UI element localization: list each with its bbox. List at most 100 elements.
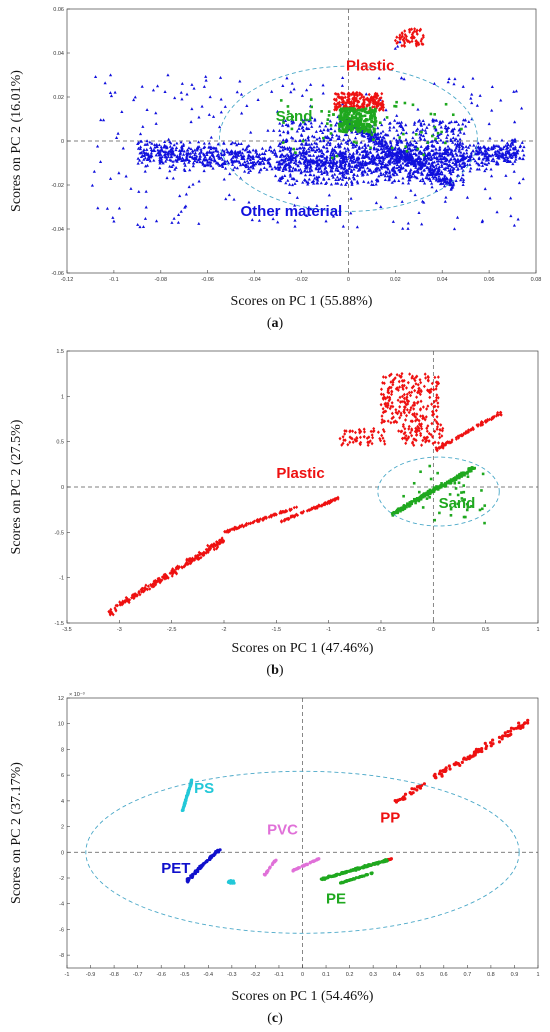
data-point bbox=[373, 107, 377, 111]
data-point bbox=[431, 488, 435, 492]
data-point bbox=[271, 150, 275, 154]
data-point bbox=[388, 385, 392, 390]
data-point bbox=[223, 104, 227, 108]
data-point bbox=[209, 147, 213, 151]
data-point bbox=[346, 442, 350, 447]
data-point bbox=[280, 162, 284, 166]
data-point bbox=[459, 433, 463, 438]
data-point bbox=[435, 384, 439, 388]
data-point bbox=[379, 387, 383, 392]
data-point bbox=[217, 157, 222, 160]
y-tick-label: 4 bbox=[61, 799, 64, 805]
data-point bbox=[487, 161, 491, 165]
data-point bbox=[339, 163, 343, 167]
data-point bbox=[219, 151, 223, 155]
data-point bbox=[293, 218, 297, 222]
data-point bbox=[488, 417, 492, 422]
data-point bbox=[388, 173, 392, 177]
data-point bbox=[338, 117, 342, 121]
data-point bbox=[376, 166, 381, 170]
data-point bbox=[365, 149, 369, 153]
data-point bbox=[451, 161, 455, 165]
data-point bbox=[345, 129, 348, 133]
x-tick-label: -1 bbox=[65, 972, 70, 978]
data-point bbox=[460, 176, 464, 180]
data-point bbox=[413, 145, 417, 148]
data-point bbox=[137, 190, 141, 193]
data-point bbox=[401, 126, 405, 130]
data-point bbox=[458, 142, 462, 146]
data-point bbox=[440, 130, 443, 134]
data-point bbox=[302, 128, 306, 132]
data-point bbox=[327, 193, 331, 197]
data-point bbox=[348, 110, 352, 114]
data-point bbox=[353, 122, 357, 126]
data-point bbox=[344, 103, 348, 107]
data-point bbox=[417, 154, 421, 158]
data-point bbox=[280, 158, 284, 162]
data-point bbox=[363, 128, 367, 132]
data-point bbox=[405, 149, 409, 153]
data-point bbox=[447, 481, 450, 484]
data-point bbox=[329, 132, 333, 135]
data-point bbox=[318, 129, 323, 133]
x-tick-label: -1 bbox=[326, 627, 331, 633]
data-point bbox=[358, 168, 362, 171]
data-point bbox=[341, 441, 345, 446]
series-other-material bbox=[90, 40, 526, 231]
data-point bbox=[409, 157, 413, 161]
data-point bbox=[188, 155, 193, 159]
data-point bbox=[427, 431, 431, 436]
data-point bbox=[302, 169, 306, 173]
data-point bbox=[436, 135, 440, 139]
data-point bbox=[144, 151, 148, 155]
data-point bbox=[156, 151, 160, 155]
data-point bbox=[295, 867, 299, 871]
y-tick-label: 2 bbox=[61, 825, 64, 831]
data-point bbox=[397, 379, 401, 384]
data-point bbox=[310, 168, 314, 172]
data-point bbox=[311, 181, 316, 185]
data-point bbox=[416, 383, 420, 387]
x-tick-label: 1 bbox=[536, 627, 539, 633]
data-point bbox=[449, 120, 453, 124]
data-point bbox=[495, 149, 499, 153]
x-tick-label: -0.3 bbox=[227, 972, 236, 978]
data-point bbox=[375, 141, 379, 145]
data-point bbox=[98, 160, 103, 163]
data-point bbox=[374, 201, 378, 205]
data-point bbox=[407, 174, 411, 178]
data-point bbox=[428, 164, 433, 168]
data-point bbox=[257, 218, 262, 222]
data-point bbox=[514, 89, 518, 93]
data-point bbox=[362, 427, 366, 432]
data-point bbox=[404, 162, 409, 166]
data-point bbox=[302, 178, 307, 181]
data-point bbox=[139, 139, 144, 143]
data-point bbox=[255, 152, 259, 156]
data-point bbox=[453, 481, 457, 485]
data-point bbox=[382, 144, 386, 148]
data-point bbox=[410, 427, 414, 431]
data-point bbox=[426, 379, 430, 383]
data-point bbox=[435, 393, 439, 397]
data-point bbox=[490, 145, 494, 149]
data-point bbox=[397, 35, 401, 40]
data-point bbox=[117, 171, 121, 175]
data-point bbox=[168, 571, 172, 576]
data-point bbox=[387, 154, 391, 158]
data-point bbox=[305, 159, 309, 163]
data-point bbox=[358, 165, 362, 169]
data-point bbox=[373, 169, 378, 173]
data-point bbox=[488, 741, 493, 745]
data-point bbox=[246, 161, 250, 165]
data-point bbox=[431, 134, 434, 138]
data-point bbox=[484, 167, 488, 171]
data-point bbox=[360, 150, 364, 154]
data-point bbox=[484, 420, 488, 425]
data-point bbox=[448, 493, 452, 496]
data-point bbox=[421, 35, 425, 39]
data-point bbox=[419, 165, 424, 169]
data-point bbox=[216, 849, 221, 853]
data-point bbox=[392, 159, 396, 163]
